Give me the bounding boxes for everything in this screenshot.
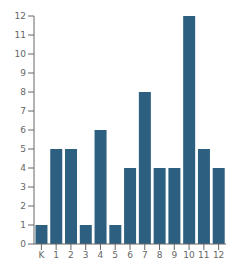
- svg-text:2: 2: [68, 250, 74, 260]
- svg-text:7: 7: [20, 106, 26, 116]
- svg-text:9: 9: [171, 250, 177, 260]
- svg-text:2: 2: [20, 201, 26, 211]
- svg-text:11: 11: [15, 30, 26, 40]
- svg-text:9: 9: [20, 68, 26, 78]
- svg-text:4: 4: [20, 163, 26, 173]
- svg-text:12: 12: [15, 11, 26, 21]
- svg-text:5: 5: [20, 144, 26, 154]
- svg-text:10: 10: [183, 250, 195, 260]
- svg-text:8: 8: [157, 250, 163, 260]
- svg-text:5: 5: [112, 250, 118, 260]
- svg-text:8: 8: [20, 87, 26, 97]
- svg-text:11: 11: [198, 250, 209, 260]
- svg-text:1: 1: [53, 250, 59, 260]
- svg-text:7: 7: [142, 250, 148, 260]
- svg-text:12: 12: [213, 250, 224, 260]
- svg-text:6: 6: [20, 125, 26, 135]
- svg-text:0: 0: [20, 239, 26, 249]
- svg-text:1: 1: [20, 220, 26, 230]
- svg-text:10: 10: [15, 49, 27, 59]
- svg-text:K: K: [38, 250, 45, 260]
- svg-text:4: 4: [98, 250, 104, 260]
- svg-text:3: 3: [83, 250, 89, 260]
- svg-text:6: 6: [127, 250, 133, 260]
- svg-text:3: 3: [20, 182, 26, 192]
